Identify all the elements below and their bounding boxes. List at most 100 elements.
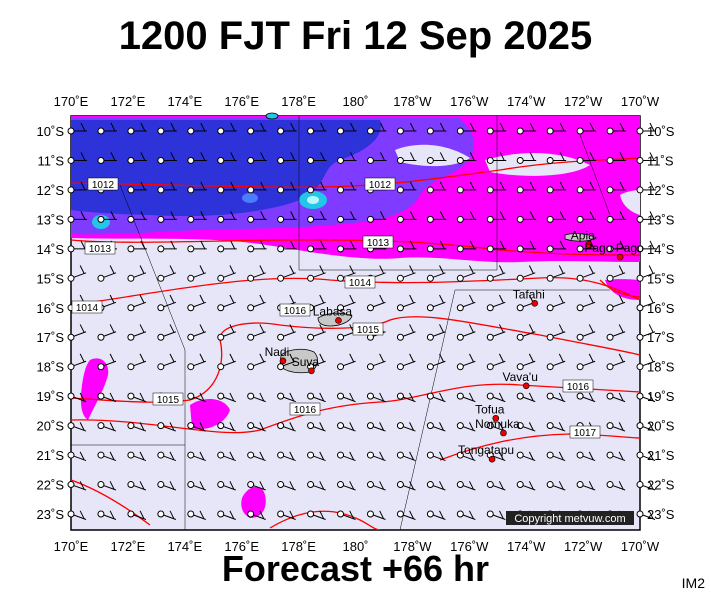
place-label: Tofua bbox=[475, 402, 505, 416]
wind-barb-origin bbox=[127, 392, 135, 400]
wind-barb-feather bbox=[170, 181, 176, 191]
wind-barb-feather bbox=[588, 265, 594, 274]
wind-barb-origin bbox=[97, 451, 105, 459]
lon-label-bottom: 174˚W bbox=[507, 539, 546, 554]
wind-barb-origin bbox=[486, 392, 494, 400]
place-label: Apia bbox=[571, 228, 595, 242]
wind-barb-origin bbox=[636, 274, 644, 282]
wind-barb-feather bbox=[140, 181, 146, 191]
wind-barb-feather bbox=[259, 324, 265, 333]
wind-barb-feather bbox=[140, 240, 146, 250]
wind-barb-origin bbox=[636, 481, 644, 489]
wind-barb-feather bbox=[110, 152, 116, 161]
wind-barb-origin bbox=[456, 333, 464, 341]
wind-barb-feather bbox=[109, 481, 115, 490]
lon-label-bottom: 172˚E bbox=[111, 539, 146, 554]
wind-barb-feather bbox=[139, 265, 145, 274]
wind-barb-origin bbox=[516, 156, 524, 164]
wind-barb-origin bbox=[576, 127, 584, 135]
wind-barb-origin bbox=[97, 215, 105, 223]
wind-barb-origin bbox=[187, 127, 195, 135]
wind-barb-feather bbox=[320, 240, 326, 250]
wind-barb-feather bbox=[259, 481, 265, 490]
wind-barb-origin bbox=[157, 363, 165, 371]
wind-barb-origin bbox=[576, 156, 584, 164]
wind-barb-feather bbox=[648, 510, 654, 520]
wind-barb-feather bbox=[259, 422, 265, 431]
lon-label-top: 176˚E bbox=[224, 94, 259, 109]
wind-barb-feather bbox=[349, 422, 355, 431]
wind-barb-feather bbox=[409, 422, 415, 431]
wind-barb-feather bbox=[230, 181, 236, 191]
wind-barb-feather bbox=[649, 152, 655, 161]
wind-barb-origin bbox=[217, 422, 225, 430]
wind-barb-feather bbox=[498, 510, 504, 520]
wind-barb-feather bbox=[649, 240, 655, 250]
wind-barb-feather bbox=[199, 481, 205, 490]
wind-barb-origin bbox=[456, 422, 464, 430]
wind-barb-feather bbox=[260, 122, 266, 132]
place-dot bbox=[335, 317, 342, 324]
chart-title: 1200 FJT Fri 12 Sep 2025 bbox=[118, 14, 593, 58]
wind-barb-origin bbox=[516, 127, 524, 135]
lat-label-left: 22˚S bbox=[37, 478, 65, 493]
wind-barb-feather bbox=[170, 122, 176, 132]
wind-barb-origin bbox=[636, 333, 644, 341]
wind-barb-origin bbox=[217, 245, 225, 253]
wind-barb-feather bbox=[619, 211, 625, 220]
wind-barb-origin bbox=[127, 481, 135, 489]
wind-barb-feather bbox=[409, 392, 415, 402]
wind-barb-origin bbox=[426, 186, 434, 194]
wind-barb-origin bbox=[337, 215, 345, 223]
wind-barb-origin bbox=[486, 304, 494, 312]
wind-barb-feather bbox=[289, 451, 295, 461]
wind-barb-feather bbox=[648, 451, 654, 461]
wind-barb-feather bbox=[229, 324, 235, 333]
wind-barb-feather bbox=[409, 122, 415, 132]
wind-barb-feather bbox=[409, 211, 415, 220]
wind-barb-feather bbox=[528, 353, 534, 363]
wind-barb-origin bbox=[67, 127, 75, 135]
wind-barb-origin bbox=[366, 451, 374, 459]
isobar-label-box bbox=[289, 402, 321, 416]
wind-barb-feather bbox=[589, 181, 595, 191]
wind-barb-feather bbox=[259, 451, 265, 461]
wind-barb-feather bbox=[469, 353, 474, 363]
wind-barb-feather bbox=[469, 481, 474, 490]
wind-barb-origin bbox=[396, 156, 404, 164]
lon-label-bottom: 172˚W bbox=[564, 539, 603, 554]
wind-barb-origin bbox=[247, 304, 255, 312]
lat-label-right: 13˚S bbox=[647, 212, 675, 227]
isobar-label: 1012 bbox=[369, 180, 392, 191]
wind-barb-origin bbox=[127, 304, 135, 312]
lon-label-bottom: 178˚E bbox=[281, 539, 316, 554]
wind-barb-origin bbox=[396, 510, 404, 518]
wind-barb-feather bbox=[349, 392, 355, 402]
wind-barb-origin bbox=[187, 245, 195, 253]
isobar-label: 1016 bbox=[284, 306, 307, 317]
wind-barb-origin bbox=[247, 510, 255, 518]
wind-barb-feather bbox=[79, 353, 85, 363]
wind-barb-feather bbox=[259, 392, 265, 402]
precipitation-layer bbox=[71, 116, 640, 518]
wind-barb-feather bbox=[469, 422, 474, 431]
wind-barb-origin bbox=[337, 451, 345, 459]
wind-barb-origin bbox=[546, 481, 554, 489]
wind-barb-feather bbox=[229, 510, 235, 520]
lon-label-bottom: 176˚E bbox=[224, 539, 259, 554]
wind-barb-origin bbox=[217, 363, 225, 371]
wind-barb-origin bbox=[337, 363, 345, 371]
wind-barb-origin bbox=[546, 422, 554, 430]
wind-barb-feather bbox=[589, 122, 595, 132]
wind-barb-feather bbox=[139, 324, 145, 333]
wind-barb-feather bbox=[350, 181, 355, 191]
wind-barb-feather bbox=[528, 265, 534, 274]
wind-barb-origin bbox=[307, 274, 315, 282]
wind-barb-feather bbox=[200, 181, 206, 191]
wind-barb-feather bbox=[498, 392, 504, 402]
wind-barb-origin bbox=[516, 451, 524, 459]
wind-barb-feather bbox=[380, 122, 385, 132]
wind-barb-feather bbox=[109, 451, 115, 461]
wind-barb-feather bbox=[259, 353, 265, 363]
isobar-1016-south bbox=[71, 479, 151, 526]
